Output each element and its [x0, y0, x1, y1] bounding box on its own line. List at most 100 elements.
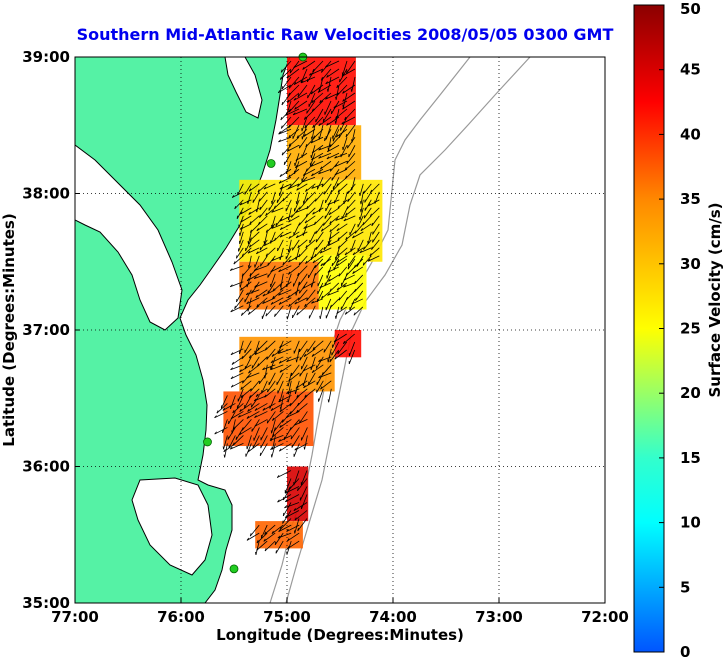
arrow-head [300, 80, 304, 84]
velocity-arrow [264, 524, 276, 535]
vector-group [329, 333, 356, 365]
arrow-head [344, 311, 348, 315]
arrow-head [288, 378, 291, 382]
arrow-head [329, 221, 332, 225]
arrow-head [331, 262, 334, 267]
arrow-head [334, 172, 338, 176]
arrow-head [270, 407, 274, 411]
arrow-head [341, 73, 345, 77]
arrow-head [321, 69, 323, 73]
velocity-arrow [331, 255, 340, 267]
velocity-arrow [319, 282, 331, 289]
velocity-arrow [303, 168, 316, 176]
velocity-arrow [359, 207, 364, 221]
velocity-arrow [355, 290, 364, 301]
arrow-head [287, 295, 290, 299]
arrow-head [336, 183, 339, 187]
velocity-arrow [254, 348, 268, 356]
velocity-arrow [352, 266, 364, 274]
arrow-head [256, 540, 259, 544]
velocity-arrow [297, 478, 308, 491]
velocity-arrow [329, 231, 340, 240]
arrow-head [320, 263, 323, 267]
vector-group [230, 340, 332, 403]
velocity-arrow [252, 435, 260, 449]
arrow-head [267, 274, 269, 278]
arrow-head [230, 384, 234, 388]
velocity-arrow [335, 108, 348, 119]
velocity-arrow [314, 247, 324, 258]
velocity-arrow [270, 273, 276, 288]
velocity-arrow [246, 532, 260, 541]
velocity-arrow [234, 199, 244, 210]
velocity-arrow [306, 191, 316, 201]
velocity-arrow [278, 265, 292, 273]
arrow-head [333, 339, 337, 343]
velocity-arrow [296, 183, 308, 191]
velocity-arrow [341, 116, 356, 125]
velocity-arrow [347, 191, 356, 203]
arrow-head [354, 230, 357, 234]
arrow-head [274, 313, 276, 317]
velocity-arrow [286, 144, 300, 152]
velocity-arrow [256, 532, 268, 544]
arrow-head [328, 212, 331, 216]
velocity-arrow [271, 223, 284, 229]
velocity-arrow [271, 191, 276, 204]
arrow-head [319, 250, 323, 254]
velocity-arrow [340, 298, 348, 310]
velocity-arrow [325, 298, 332, 311]
arrow-head [231, 195, 235, 198]
velocity-arrow [371, 215, 380, 227]
arrow-head [288, 303, 291, 307]
arrow-head [263, 538, 266, 542]
velocity-arrow [338, 266, 348, 277]
velocity-arrow [244, 356, 252, 370]
arrow-head [265, 229, 268, 233]
arrow-head [240, 219, 243, 223]
velocity-arrow [332, 129, 340, 142]
velocity-arrow [297, 84, 308, 98]
velocity-arrow [306, 100, 316, 114]
velocity-arrow [349, 223, 356, 236]
arrow-head [298, 262, 301, 266]
velocity-arrow [364, 191, 372, 203]
velocity-arrow [336, 255, 348, 263]
arrow-head [259, 206, 261, 210]
arrow-head [274, 541, 277, 545]
arrow-head [254, 407, 258, 411]
velocity-arrow [362, 255, 372, 266]
velocity-arrow [301, 116, 308, 132]
arrow-head [319, 285, 323, 289]
velocity-arrow [244, 183, 252, 195]
velocity-arrow [309, 231, 316, 244]
velocity-arrow [286, 68, 300, 79]
arrow-head [319, 99, 322, 104]
velocity-arrow [227, 427, 236, 440]
velocity-arrow [286, 388, 300, 394]
arrow-head [336, 310, 339, 314]
arrow-head [258, 380, 261, 384]
arrow-head [311, 108, 314, 112]
velocity-arrow [320, 380, 332, 390]
velocity-arrow [279, 419, 292, 428]
arrow-head [248, 211, 251, 215]
arrow-head [362, 262, 365, 266]
velocity-arrow [321, 223, 332, 232]
arrow-head [326, 74, 329, 78]
velocity-arrow [341, 68, 356, 77]
velocity-arrow [296, 348, 300, 363]
velocity-arrow [277, 84, 292, 94]
arrow-head [325, 96, 328, 100]
velocity-arrow [345, 124, 356, 138]
velocity-arrow [258, 191, 268, 202]
velocity-arrow [342, 92, 356, 102]
arrow-head [230, 376, 234, 379]
arrow-head [267, 388, 269, 393]
velocity-arrow [332, 177, 340, 190]
arrow-head [334, 155, 338, 159]
velocity-arrow [249, 215, 260, 225]
velocity-arrow [349, 298, 356, 311]
velocity-arrow [367, 231, 372, 245]
velocity-arrow [230, 395, 236, 410]
